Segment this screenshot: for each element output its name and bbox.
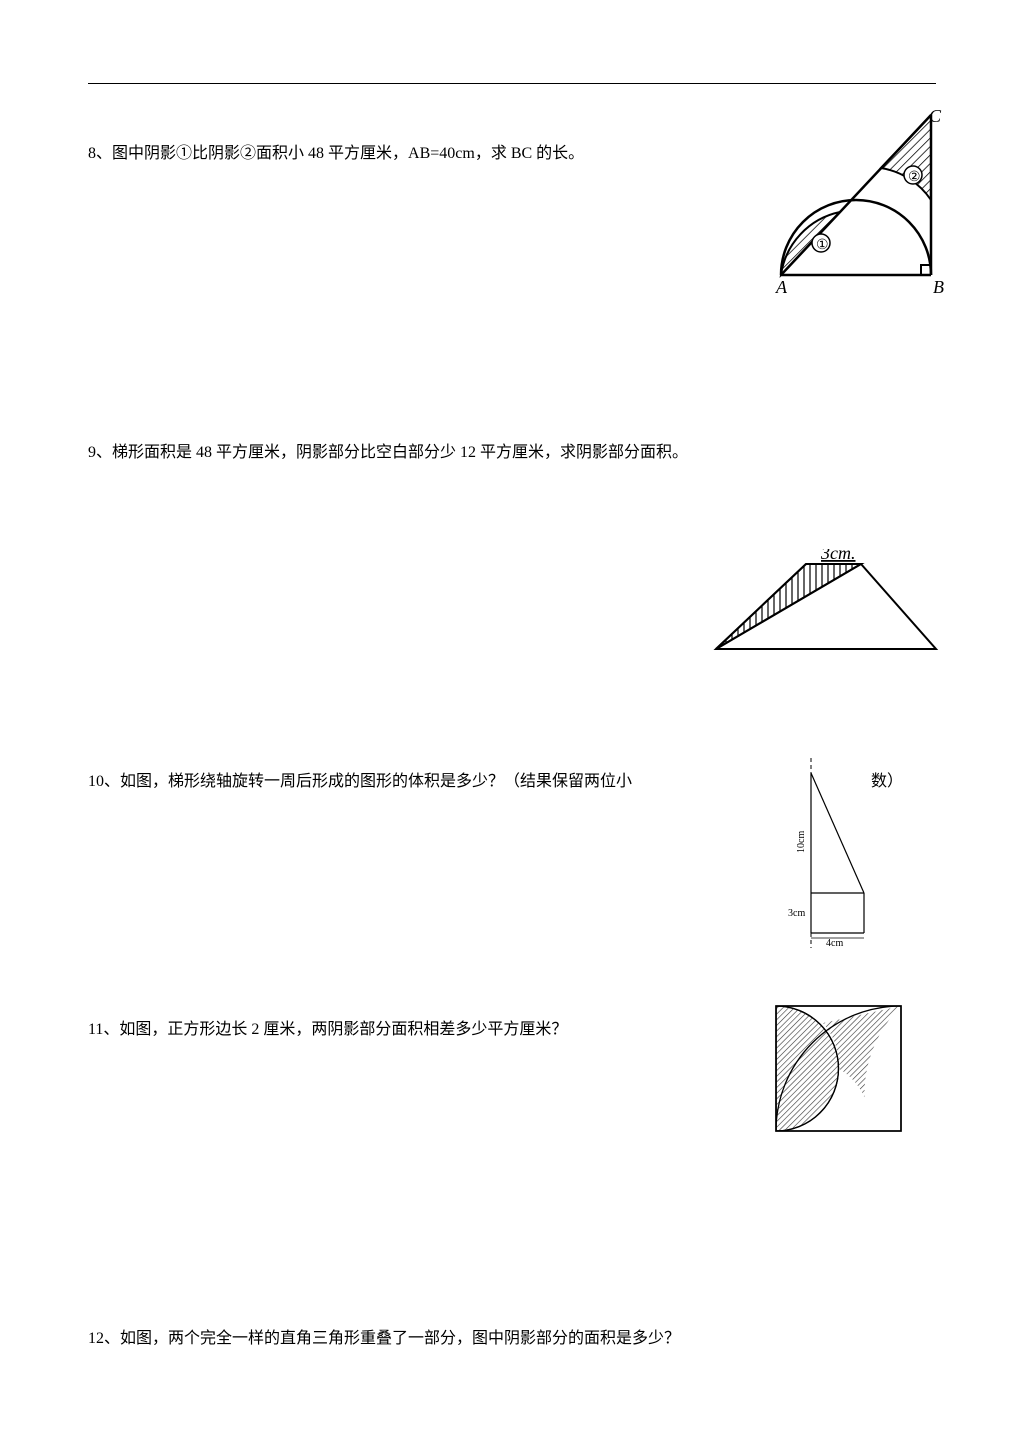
label-10cm: 10cm [796, 830, 807, 852]
label-3cm-b: 3cm [788, 908, 805, 919]
label-two: ② [908, 170, 921, 185]
label-3cm: 3cm. [820, 549, 856, 563]
problem-8-figure: A B C ① ② [771, 110, 951, 305]
problem-11-number: 11、 [88, 1021, 119, 1038]
page-top-border [88, 83, 936, 84]
problem-12-text: 12、如图，两个完全一样的直角三角形重叠了一部分，图中阴影部分的面积是多少？ [88, 1325, 936, 1354]
problem-10: 10、如图，梯形绕轴旋转一周后形成的图形的体积是多少？（结果保留两位小 数） 1… [88, 768, 936, 797]
problem-9-text: 9、梯形面积是 48 平方厘米，阴影部分比空白部分少 12 平方厘米，求阴影部分… [88, 439, 936, 468]
label-b: B [933, 277, 944, 297]
problem-9-figure: 3cm. [711, 549, 941, 664]
problem-10-body-1: 如图，梯形绕轴旋转一周后形成的图形的体积是多少？（结果保留两位小 [120, 773, 632, 790]
problem-12: 12、如图，两个完全一样的直角三角形重叠了一部分，图中阴影部分的面积是多少？ [88, 1325, 936, 1354]
problem-9: 9、梯形面积是 48 平方厘米，阴影部分比空白部分少 12 平方厘米，求阴影部分… [88, 439, 936, 468]
problem-9-body: 梯形面积是 48 平方厘米，阴影部分比空白部分少 12 平方厘米，求阴影部分面积… [112, 444, 688, 461]
problem-10-figure: 10cm 3cm 4cm [746, 758, 876, 963]
label-a: A [775, 277, 788, 297]
problem-10-number: 10、 [88, 773, 120, 790]
label-4cm: 4cm [826, 938, 843, 949]
problem-12-number: 12、 [88, 1330, 120, 1347]
problem-9-number: 9、 [88, 444, 112, 461]
problem-11-body: 如图，正方形边长 2 厘米，两阴影部分面积相差多少平方厘米？ [119, 1021, 567, 1038]
problem-11: 11、如图，正方形边长 2 厘米，两阴影部分面积相差多少平方厘米？ [88, 1016, 936, 1045]
label-c: C [929, 110, 942, 126]
problem-8: 8、图中阴影①比阴影②面积小 48 平方厘米，AB=40cm，求 BC 的长。 [88, 140, 936, 169]
label-one: ① [816, 238, 829, 253]
problem-8-number: 8、 [88, 145, 112, 162]
page-content: 8、图中阴影①比阴影②面积小 48 平方厘米，AB=40cm，求 BC 的长。 [88, 100, 936, 1404]
problem-8-body: 图中阴影①比阴影②面积小 48 平方厘米，AB=40cm，求 BC 的长。 [112, 145, 584, 162]
problem-12-body: 如图，两个完全一样的直角三角形重叠了一部分，图中阴影部分的面积是多少？ [120, 1330, 680, 1347]
problem-11-figure [766, 996, 911, 1146]
